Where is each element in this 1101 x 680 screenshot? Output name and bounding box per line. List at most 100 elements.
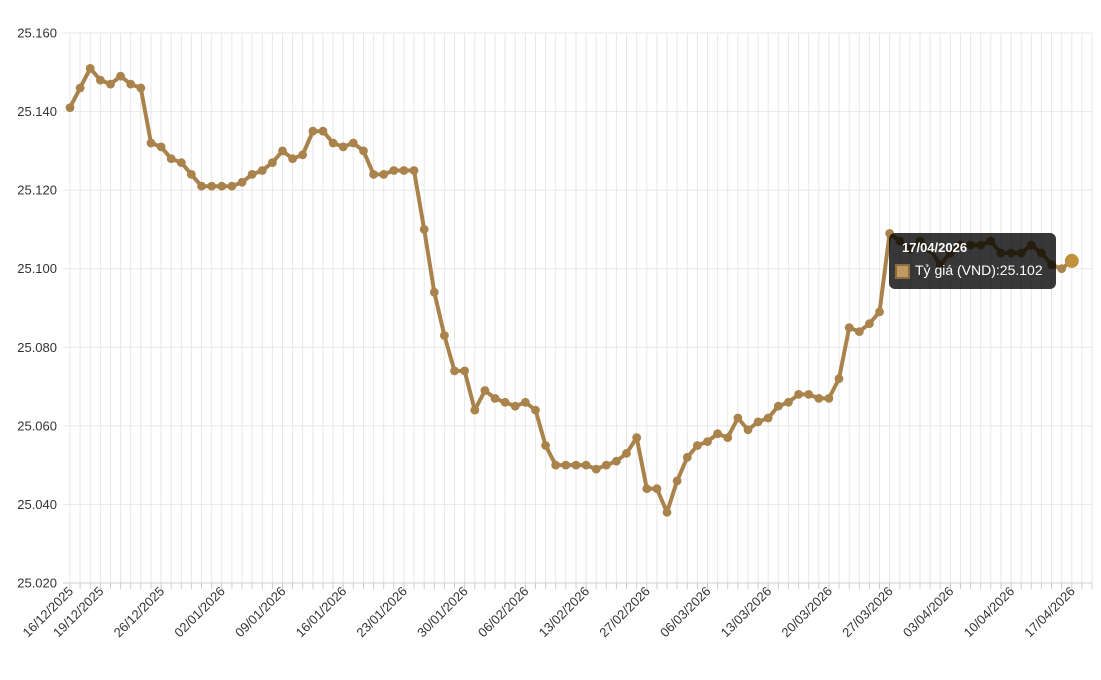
data-point-marker [672, 476, 682, 486]
data-point-marker [237, 177, 247, 187]
data-point-marker [379, 170, 389, 179]
x-axis-tick-label: 17/04/2026 [1021, 584, 1078, 641]
data-point-marker [723, 433, 733, 442]
x-axis-tick-label: 09/01/2026 [232, 584, 289, 641]
data-point-marker [308, 126, 318, 136]
data-point-marker [743, 425, 753, 435]
data-point-marker [895, 236, 905, 246]
data-point-marker [925, 244, 935, 254]
data-point-marker [1047, 260, 1056, 270]
x-axis-tick-label: 27/03/2026 [839, 584, 896, 641]
x-axis-tick-label: 30/01/2026 [414, 584, 471, 641]
data-point-marker [1057, 264, 1067, 274]
data-point-marker [703, 437, 712, 446]
data-point-marker [824, 394, 834, 403]
x-axis-tick-label: 20/03/2026 [778, 584, 835, 641]
data-point-marker [854, 327, 864, 336]
data-point-marker [561, 460, 571, 470]
data-point-marker [490, 394, 500, 403]
data-point-marker [419, 225, 429, 234]
data-point-marker [460, 366, 469, 376]
data-point-marker [510, 401, 520, 411]
data-point-marker [632, 433, 642, 442]
data-point-marker [642, 484, 652, 494]
data-point-marker [571, 460, 581, 470]
data-point-marker [1006, 248, 1016, 258]
data-point-marker [126, 79, 136, 89]
x-axis-tick-label: 03/04/2026 [900, 584, 957, 641]
data-point-marker [156, 142, 166, 152]
y-axis-tick-label: 25.020 [17, 576, 57, 591]
data-point-marker [429, 287, 439, 297]
data-point-marker [956, 240, 965, 250]
data-point-marker [470, 405, 480, 415]
data-point-marker [106, 79, 115, 89]
active-point-marker [1064, 253, 1079, 268]
data-point-marker [713, 429, 722, 439]
data-point-marker [662, 507, 672, 517]
data-point-marker [278, 146, 287, 156]
data-point-marker [247, 170, 257, 179]
x-axis-tick-label: 26/12/2025 [111, 584, 168, 641]
data-point-marker [328, 138, 338, 148]
data-point-marker [75, 83, 85, 93]
data-point-marker [1016, 248, 1026, 258]
data-point-marker [682, 452, 692, 462]
data-point-marker [389, 166, 399, 175]
data-point-marker [197, 181, 206, 191]
y-axis-tick-label: 25.080 [17, 340, 57, 355]
data-point-marker [541, 441, 550, 450]
data-point-marker [187, 170, 196, 179]
data-point-marker [733, 413, 743, 423]
series-line [68, 66, 1074, 515]
data-point-marker [622, 449, 631, 458]
data-point-marker [338, 142, 348, 152]
data-point-marker [834, 374, 844, 384]
data-point-marker [784, 397, 793, 407]
data-point-marker [814, 394, 824, 403]
data-point-marker [409, 166, 419, 175]
data-point-marker [257, 166, 267, 175]
data-point-marker [399, 166, 409, 175]
data-point-marker [794, 390, 803, 399]
data-point-marker [227, 181, 237, 191]
data-point-marker [268, 158, 277, 168]
y-axis-tick-label: 25.140 [17, 104, 57, 119]
data-point-marker [359, 146, 368, 156]
data-point-marker [369, 170, 378, 179]
data-point-marker [581, 460, 591, 470]
data-point-marker [915, 236, 925, 246]
data-point-marker [986, 236, 996, 246]
data-point-marker [318, 126, 328, 136]
x-axis-tick-label: 16/01/2026 [293, 584, 350, 641]
x-axis-tick-label: 06/02/2026 [475, 584, 532, 641]
data-point-marker [905, 244, 915, 254]
data-point-marker [480, 386, 490, 395]
data-point-marker [865, 319, 874, 329]
data-point-marker [966, 240, 975, 250]
data-point-marker [288, 154, 297, 164]
data-point-marker [844, 323, 854, 332]
data-point-marker [885, 229, 894, 238]
data-point-marker [652, 484, 662, 494]
x-axis-tick-label: 06/03/2026 [657, 584, 714, 641]
data-point-marker [440, 331, 449, 340]
data-point-marker [85, 64, 95, 73]
data-point-marker [348, 138, 358, 148]
data-point-marker [773, 401, 783, 411]
x-axis-tick-label: 13/02/2026 [536, 584, 593, 641]
data-point-marker [976, 240, 986, 250]
x-axis-tick-label: 02/01/2026 [171, 584, 228, 641]
data-point-marker [166, 154, 176, 164]
data-point-marker [531, 405, 540, 415]
data-point-marker [500, 397, 510, 407]
data-point-marker [1026, 240, 1036, 250]
data-point-marker [207, 181, 217, 191]
y-axis-tick-label: 25.160 [17, 26, 57, 41]
data-point-marker [753, 417, 763, 427]
x-axis-tick-label: 13/03/2026 [718, 584, 775, 641]
data-point-marker [693, 441, 702, 450]
data-point-marker [136, 83, 146, 93]
